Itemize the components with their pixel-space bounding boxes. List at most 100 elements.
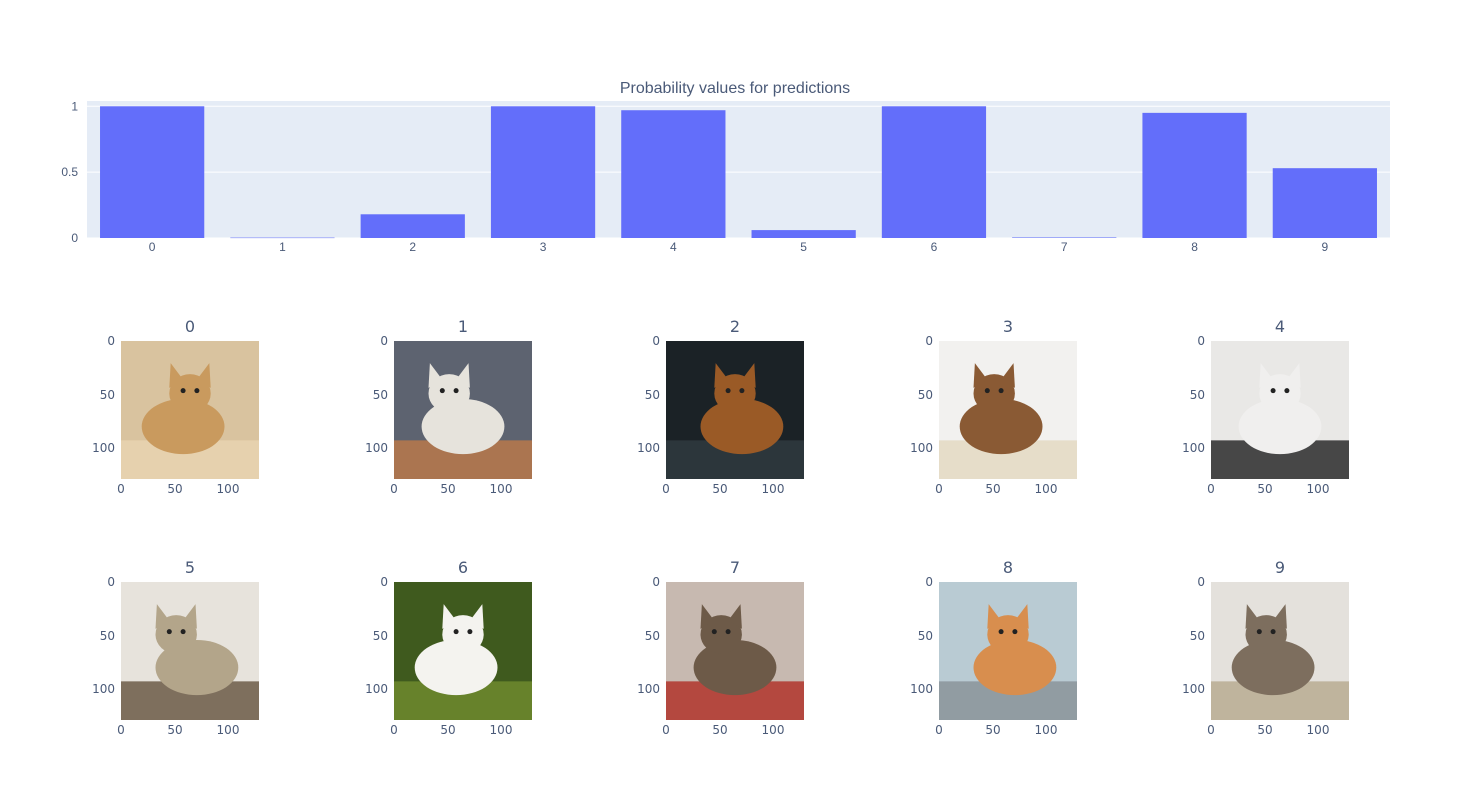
x-tick-label: 0 (935, 482, 943, 496)
y-tick-label: 100 (910, 682, 933, 696)
x-tick-label: 100 (761, 723, 785, 737)
bars (100, 106, 1377, 239)
y-tick-label: 50 (917, 388, 933, 402)
bar-chart: Probability values for predictions 0 0.5 1… (61, 80, 1390, 254)
x-tick-label: 100 (1034, 723, 1058, 737)
image-title: 2 (729, 317, 741, 336)
x-tick-label: 100 (1306, 482, 1330, 496)
x-tick-label: 100 (489, 482, 513, 496)
y-tick-label: 100 (910, 441, 933, 455)
x-tick-label: 0 (149, 240, 156, 254)
y-tick-label: 50 (372, 388, 388, 402)
bar-7[interactable] (1012, 237, 1117, 238)
y-tick-label: 100 (92, 441, 115, 455)
image-title: 7 (729, 558, 741, 577)
y-tick-label: 0 (652, 575, 660, 589)
chart-title: Probability values for predictions (620, 80, 850, 97)
orange-cat-dark-background-image (666, 341, 804, 479)
y-tick-label: 0 (107, 334, 115, 348)
y-tick-label: 0 (925, 334, 933, 348)
bar-5[interactable] (751, 230, 856, 238)
x-tick-label: 0 (662, 482, 670, 496)
y-tick-label: 50 (372, 629, 388, 643)
image-title: 8 (1002, 558, 1014, 577)
bar-0[interactable] (100, 106, 205, 239)
y-tick-label: 100 (365, 441, 388, 455)
pug-in-unicorn-costume-image (1211, 341, 1349, 479)
x-tick-label: 8 (1191, 240, 1198, 254)
y-tick-label: 0 (1197, 575, 1205, 589)
x-tick-label: 50 (712, 482, 728, 496)
golden-retriever-puppy-image (121, 341, 259, 479)
y-tick-label: 100 (92, 682, 115, 696)
x-tick-label: 4 (670, 240, 677, 254)
y-tick-label: 50 (644, 388, 660, 402)
y-tick-label: 50 (1189, 388, 1205, 402)
image-title: 0 (184, 317, 196, 336)
x-tick-label: 2 (409, 240, 416, 254)
x-tick-label: 0 (117, 723, 125, 737)
x-tick-label: 6 (931, 240, 938, 254)
y-tick-label: 0 (107, 575, 115, 589)
y-tick-label: 0.5 (61, 165, 78, 179)
x-tick-label: 50 (167, 482, 183, 496)
x-tick-label: 50 (440, 723, 456, 737)
x-tick-label: 50 (985, 482, 1001, 496)
y-tick-label: 0 (652, 334, 660, 348)
image-title: 1 (457, 317, 469, 336)
bar-8[interactable] (1142, 112, 1247, 238)
y-tick-label: 50 (644, 629, 660, 643)
x-tick-label: 0 (117, 482, 125, 496)
x-tick-label: 100 (761, 482, 785, 496)
bar-4[interactable] (621, 110, 726, 238)
x-tick-label: 100 (1306, 723, 1330, 737)
cat-sleeping-in-basket-image (1211, 582, 1349, 720)
x-tick-label: 100 (489, 723, 513, 737)
white-poodle-in-grass-image (394, 582, 532, 720)
y-tick-label: 0 (1197, 334, 1205, 348)
x-tick-label: 0 (935, 723, 943, 737)
tabby-cat-on-blanket-image (666, 582, 804, 720)
x-tick-label: 5 (800, 240, 807, 254)
x-tick-label: 50 (167, 723, 183, 737)
x-tick-label: 7 (1061, 240, 1068, 254)
bar-3[interactable] (490, 106, 596, 239)
y-tick-label: 100 (365, 682, 388, 696)
image-title: 5 (184, 558, 196, 577)
bar-9[interactable] (1272, 168, 1377, 238)
x-tick-label: 100 (216, 723, 240, 737)
bar-1[interactable] (230, 237, 335, 239)
y-tick-label: 0 (925, 575, 933, 589)
x-tick-label: 50 (1257, 482, 1273, 496)
dog-in-bear-hat-image (939, 341, 1077, 479)
x-tick-labels: 0 1 2 3 4 5 6 7 8 9 (149, 240, 1329, 254)
y-tick-label: 0 (71, 231, 78, 245)
bar-2[interactable] (360, 214, 465, 238)
x-tick-label: 50 (440, 482, 456, 496)
y-tick-label: 50 (99, 629, 115, 643)
image-title: 4 (1274, 317, 1286, 336)
x-tick-label: 50 (985, 723, 1001, 737)
x-tick-label: 0 (390, 723, 398, 737)
x-tick-label: 0 (390, 482, 398, 496)
image-title: 6 (457, 558, 469, 577)
x-tick-label: 100 (216, 482, 240, 496)
image-title: 9 (1274, 558, 1286, 577)
y-tick-label: 50 (1189, 629, 1205, 643)
bar-6[interactable] (881, 106, 987, 239)
x-tick-label: 3 (540, 240, 547, 254)
cat-in-basket-image (121, 582, 259, 720)
x-tick-label: 1 (279, 240, 286, 254)
x-tick-label: 50 (712, 723, 728, 737)
y-tick-label: 100 (637, 441, 660, 455)
x-tick-label: 100 (1034, 482, 1058, 496)
y-tick-label: 0 (380, 575, 388, 589)
y-tick-label: 1 (71, 99, 78, 113)
y-tick-label: 100 (1182, 441, 1205, 455)
x-tick-label: 50 (1257, 723, 1273, 737)
x-tick-label: 9 (1322, 240, 1329, 254)
x-tick-label: 0 (1207, 723, 1215, 737)
pomeranian-puppy-image (939, 582, 1077, 720)
y-tick-label: 0 (380, 334, 388, 348)
y-tick-label: 50 (917, 629, 933, 643)
